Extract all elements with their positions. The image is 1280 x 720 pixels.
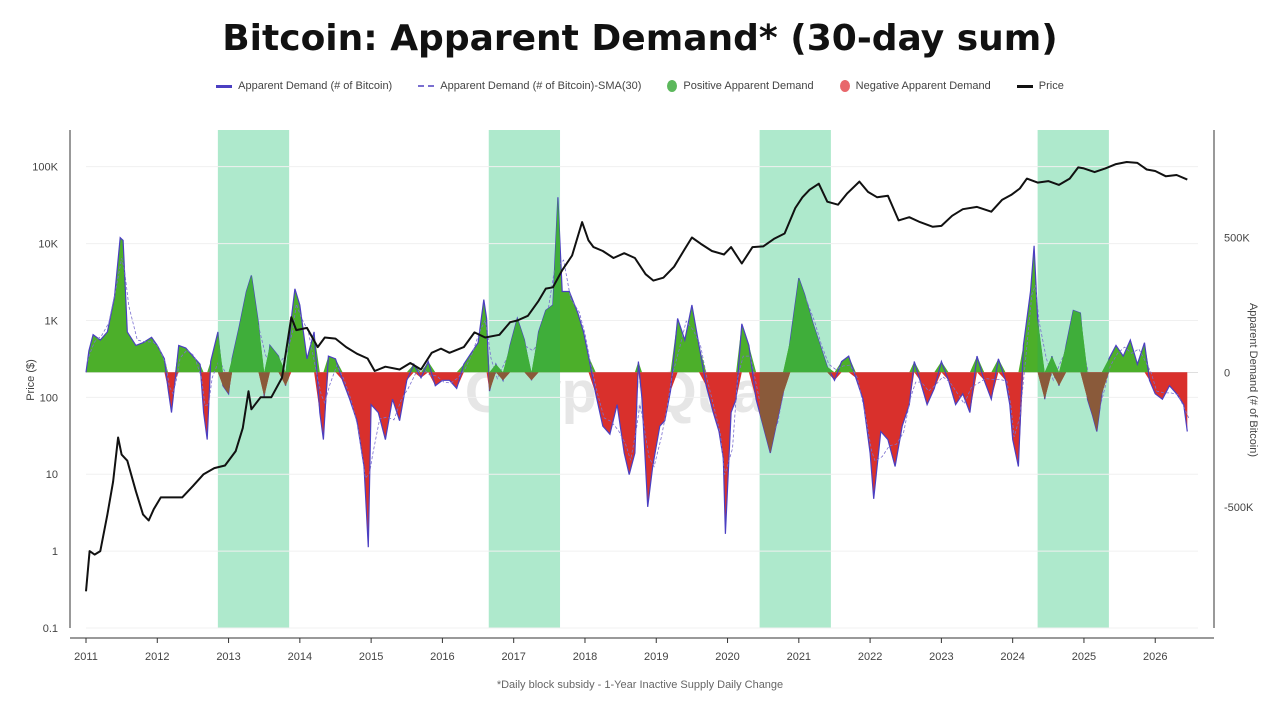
legend-label: Apparent Demand (# of Bitcoin)-SMA(30) bbox=[440, 80, 642, 92]
x-tick-label: 2026 bbox=[1143, 651, 1167, 663]
legend-dashed-line-icon bbox=[418, 85, 435, 87]
overlap-negative-area-3 bbox=[1037, 372, 1109, 432]
x-tick-label: 2017 bbox=[501, 651, 525, 663]
legend-item-apparent-demand-sma[interactable]: Apparent Demand (# of Bitcoin)-SMA(30) bbox=[418, 80, 641, 92]
legend-green-dot-icon bbox=[667, 80, 678, 92]
x-tick-label: 2014 bbox=[288, 651, 312, 663]
legend-item-positive-demand[interactable]: Positive Apparent Demand bbox=[667, 80, 814, 92]
legend-item-apparent-demand[interactable]: Apparent Demand (# of Bitcoin) bbox=[216, 80, 392, 92]
overlap-positive-area-0 bbox=[217, 275, 290, 373]
x-tick-label: 2011 bbox=[74, 651, 98, 663]
x-tick-label: 2023 bbox=[929, 651, 953, 663]
y-left-tick-label: 1 bbox=[52, 546, 58, 558]
y-left-tick-label: 100K bbox=[32, 162, 58, 174]
x-tick-label: 2024 bbox=[1000, 651, 1024, 663]
legend-red-dot-icon bbox=[839, 80, 850, 92]
overlap-positive-area-2 bbox=[759, 278, 831, 373]
x-tick-label: 2013 bbox=[216, 651, 240, 663]
y-right-tick-label: -500K bbox=[1224, 502, 1254, 514]
x-tick-label: 2015 bbox=[359, 651, 383, 663]
y-right-axis-title: Apparent Demand (# of Bitcoin) bbox=[1247, 303, 1259, 457]
y-left-tick-label: 10K bbox=[38, 239, 58, 251]
y-right-tick-label: 500K bbox=[1224, 233, 1250, 245]
overlap-positive-area-1 bbox=[488, 197, 561, 373]
x-tick-label: 2022 bbox=[858, 651, 882, 663]
legend-item-price[interactable]: Price bbox=[1016, 80, 1064, 92]
y-left-tick-label: 100 bbox=[40, 392, 58, 404]
x-tick-label: 2018 bbox=[573, 651, 597, 663]
highlight-band-1 bbox=[488, 130, 561, 628]
x-tick-label: 2020 bbox=[715, 651, 739, 663]
overlap-positive-area-3 bbox=[1037, 310, 1109, 373]
legend-line-icon bbox=[216, 84, 233, 88]
legend-label: Positive Apparent Demand bbox=[683, 80, 814, 92]
legend-label: Apparent Demand (# of Bitcoin) bbox=[238, 80, 393, 92]
price-line bbox=[85, 161, 1188, 592]
y-right-tick-label: 0 bbox=[1224, 367, 1230, 379]
overlap-negative-area-2 bbox=[759, 372, 831, 453]
legend-line-icon bbox=[1016, 84, 1033, 88]
x-tick-label: 2021 bbox=[787, 651, 811, 663]
chart-footnote: *Daily block subsidy - 1-Year Inactive S… bbox=[496, 679, 784, 691]
negative-demand-area bbox=[86, 372, 1188, 548]
y-left-tick-label: 0.1 bbox=[43, 623, 58, 635]
chart-title: Bitcoin: Apparent Demand* (30-day sum) bbox=[222, 18, 1058, 59]
y-left-tick-label: 10 bbox=[46, 469, 58, 481]
x-tick-label: 2016 bbox=[430, 651, 454, 663]
legend-item-negative-demand[interactable]: Negative Apparent Demand bbox=[839, 80, 991, 92]
x-tick-label: 2019 bbox=[644, 651, 668, 663]
y-left-tick-label: 1K bbox=[45, 315, 59, 327]
chart-legend: Apparent Demand (# of Bitcoin) Apparent … bbox=[0, 80, 1280, 92]
legend-label: Price bbox=[1038, 80, 1064, 92]
x-tick-label: 2025 bbox=[1072, 651, 1096, 663]
x-tick-label: 2012 bbox=[145, 651, 169, 663]
legend-label: Negative Apparent Demand bbox=[855, 80, 991, 92]
y-left-axis-title: Price ($) bbox=[25, 359, 37, 401]
